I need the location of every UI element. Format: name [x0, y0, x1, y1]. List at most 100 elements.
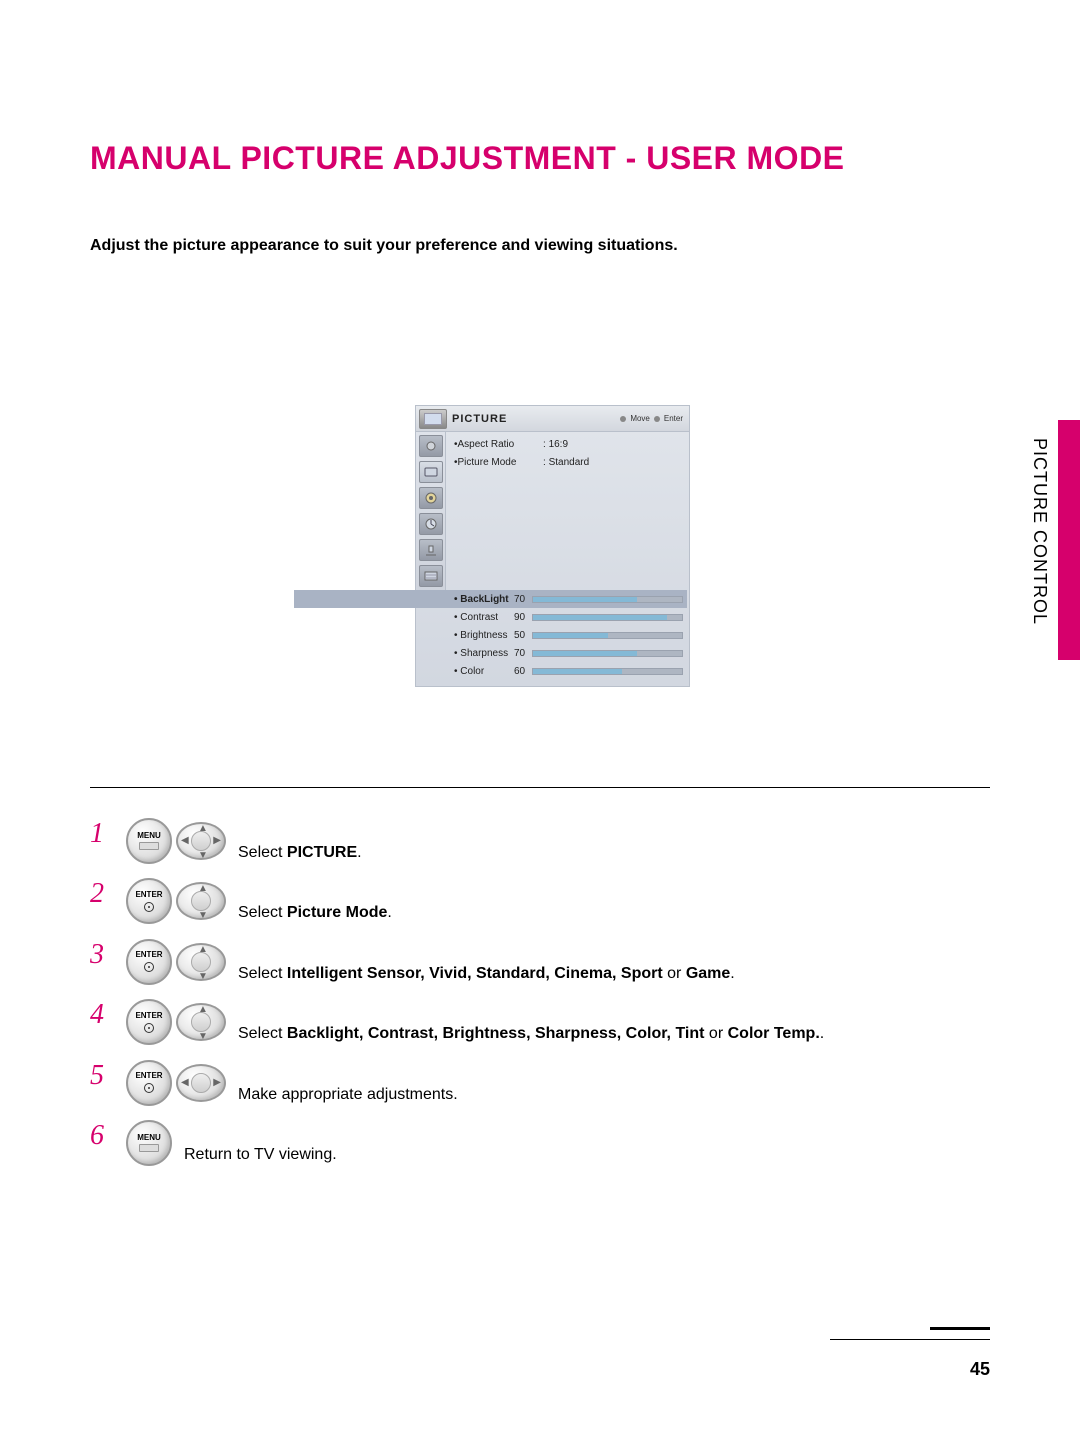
rail-icon-5	[419, 539, 443, 561]
page-number: 45	[970, 1359, 990, 1380]
osd-slider-track	[532, 596, 683, 603]
osd-slider-fill	[533, 669, 622, 674]
osd-slider-track	[532, 668, 683, 675]
osd-slider-track	[532, 650, 683, 657]
footer-rule-bold	[930, 1327, 990, 1330]
arrow-down-icon: ▼	[198, 971, 208, 982]
osd-main: •Aspect Ratio •Picture Mode : 16:9 : Sta…	[446, 432, 689, 590]
arrow-down-icon: ▼	[198, 1031, 208, 1042]
arrow-up-icon: ▲	[198, 883, 208, 894]
steps-list: 1 MENU ▲ ▼ ◀ ▶ Select PICTURE. 2 ENTER ▲ ▼ ◀ ▶ Select…	[90, 818, 990, 1166]
step-number: 5	[90, 1060, 114, 1090]
osd-slider-track	[532, 632, 683, 639]
arrow-left-icon: ◀	[181, 835, 189, 846]
osd-slider-label: • Sharpness	[454, 648, 510, 659]
remote-enter-button: ENTER	[126, 1060, 172, 1106]
arrow-right-icon: ▶	[213, 835, 221, 846]
monitor-icon	[419, 409, 447, 429]
menu-key-icon: MENU	[137, 832, 161, 851]
osd-slider-fill	[533, 651, 637, 656]
osd-slider-row: • Sharpness70	[454, 644, 683, 662]
osd-hint: Move Enter	[620, 414, 683, 423]
arrow-up-icon: ▲	[198, 944, 208, 955]
step-buttons: MENU	[126, 1120, 172, 1166]
step-number: 1	[90, 818, 114, 848]
remote-menu-button: MENU	[126, 1120, 172, 1166]
page-title: MANUAL PICTURE ADJUSTMENT - USER MODE	[90, 140, 990, 177]
osd-slider-value: 90	[514, 612, 528, 623]
osd-slider-label: • BackLight	[454, 594, 510, 605]
hint-enter: Enter	[664, 414, 683, 423]
osd-rail	[416, 432, 446, 590]
side-tab	[1058, 420, 1080, 660]
step-row: 5ENTER▲▼◀▶Make appropriate adjustments.	[90, 1060, 990, 1106]
osd-slider-row: • BackLight 70	[294, 590, 687, 608]
osd-slider-label: • Color	[454, 666, 510, 677]
remote-menu-button: MENU	[126, 818, 172, 864]
section-divider	[90, 787, 990, 788]
osd-slider-fill	[533, 615, 667, 620]
remote-enter-button: ENTER	[126, 939, 172, 985]
arrow-up-icon: ▲	[198, 1004, 208, 1015]
osd-item-label: •Aspect Ratio	[454, 436, 541, 454]
osd-slider-value: 60	[514, 666, 528, 677]
osd-item-value: : 16:9	[543, 436, 603, 454]
remote-dpad: ▲▼◀▶	[176, 999, 226, 1045]
osd-sliders: • BackLight70• Contrast90• Brightness50•…	[416, 590, 689, 686]
osd-slider-row: • Color 60	[454, 662, 683, 680]
osd-slider-fill	[533, 633, 608, 638]
osd-slider-label: • Contrast	[454, 612, 510, 623]
menu-key-icon: MENU	[137, 1134, 161, 1153]
arrow-up-icon: ▲	[198, 823, 208, 834]
step-row: 6MENUReturn to TV viewing.	[90, 1120, 990, 1166]
osd-slider-label: • Brightness	[454, 630, 510, 641]
step-buttons: ENTER▲▼◀▶	[126, 1060, 226, 1106]
osd-slider-track	[532, 614, 683, 621]
side-tab-label: PICTURE CONTROL	[1029, 438, 1050, 625]
step-buttons: ENTER▲▼◀▶	[126, 999, 226, 1045]
step-buttons: MENU ▲ ▼ ◀ ▶	[126, 818, 226, 864]
arrow-right-icon: ▶	[213, 1077, 221, 1088]
step-row: 1 MENU ▲ ▼ ◀ ▶ Select PICTURE.	[90, 818, 990, 864]
step-row: 4ENTER▲▼◀▶Select Backlight, Contrast, Br…	[90, 999, 990, 1045]
osd-values-col: : 16:9 : Standard	[541, 432, 603, 590]
remote-dpad: ▲ ▼ ◀ ▶	[176, 818, 226, 864]
remote-enter-button: ENTER	[126, 878, 172, 924]
arrow-down-icon: ▼	[198, 850, 208, 861]
osd-panel: PICTURE Move Enter •Aspect Ratio •Pict	[415, 405, 690, 687]
step-text: Select Intelligent Sensor, Vivid, Standa…	[238, 939, 735, 985]
osd-slider-row: • Brightness 50	[454, 626, 683, 644]
remote-dpad: ▲▼◀▶	[176, 939, 226, 985]
enter-dot-icon	[654, 416, 660, 422]
remote-enter-button: ENTER	[126, 999, 172, 1045]
osd-item-value: : Standard	[543, 454, 603, 472]
step-buttons: ENTER▲▼◀▶	[126, 939, 226, 985]
remote-dpad: ▲▼◀▶	[176, 878, 226, 924]
step-number: 2	[90, 878, 114, 908]
rail-icon-6	[419, 565, 443, 587]
footer-rule	[830, 1339, 990, 1340]
dpad-center-icon	[191, 1073, 211, 1093]
osd-title: PICTURE	[452, 413, 507, 425]
rail-icon-1	[419, 435, 443, 457]
arrow-down-icon: ▼	[198, 910, 208, 921]
osd-slider-fill	[533, 597, 637, 602]
enter-key-icon: ENTER	[135, 1072, 162, 1093]
step-number: 6	[90, 1120, 114, 1150]
intro-text: Adjust the picture appearance to suit yo…	[90, 237, 990, 255]
rail-icon-4	[419, 513, 443, 535]
arrow-left-icon: ◀	[181, 1077, 189, 1088]
step-row: 3ENTER▲▼◀▶Select Intelligent Sensor, Viv…	[90, 939, 990, 985]
enter-key-icon: ENTER	[135, 1012, 162, 1033]
osd-slider-value: 70	[514, 594, 528, 605]
move-dot-icon	[620, 416, 626, 422]
rail-icon-3	[419, 487, 443, 509]
step-text: Make appropriate adjustments.	[238, 1060, 458, 1106]
step-text: Select PICTURE.	[238, 818, 362, 864]
step-number: 4	[90, 999, 114, 1029]
step-text: Select Backlight, Contrast, Brightness, …	[238, 999, 824, 1045]
osd-labels-col: •Aspect Ratio •Picture Mode	[446, 432, 541, 590]
hint-move: Move	[630, 414, 650, 423]
dpad-center-icon	[191, 831, 211, 851]
osd-slider-value: 50	[514, 630, 528, 641]
